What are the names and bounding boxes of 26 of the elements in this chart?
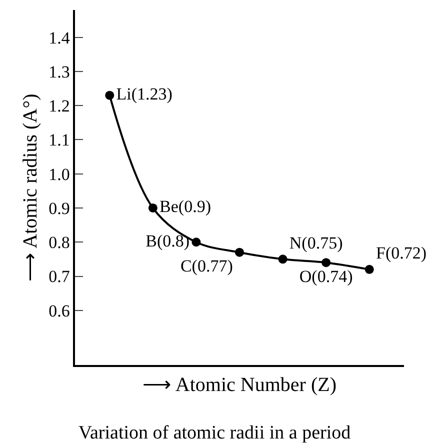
point bbox=[235, 248, 244, 257]
y-tick-label: 0.7 bbox=[48, 267, 70, 286]
point bbox=[148, 203, 158, 212]
y-tick-label: 1.1 bbox=[48, 130, 70, 150]
point bbox=[105, 90, 114, 100]
data-label: C(0.77) bbox=[180, 256, 233, 276]
data-label: Be(0.9) bbox=[160, 197, 212, 216]
y-tick-label: 0.8 bbox=[48, 233, 70, 252]
point bbox=[278, 254, 288, 264]
point bbox=[322, 258, 331, 268]
y-tick-label: 1.0 bbox=[48, 164, 70, 184]
data-label: O(0.74) bbox=[299, 266, 353, 286]
y-tick-label: 0.9 bbox=[48, 198, 70, 218]
x-axis-title: ⟶ Atomic Number (Z) bbox=[142, 374, 336, 396]
text: Variation of atomic radii in a period bbox=[78, 422, 352, 444]
y-tick-label: 1.3 bbox=[48, 62, 70, 82]
data-label: B(0.8) bbox=[146, 231, 190, 250]
y-tick-label: 0.6 bbox=[48, 301, 70, 320]
y-tick-label: 1.2 bbox=[48, 96, 70, 116]
point bbox=[364, 264, 374, 274]
y-tick-label: 1.4 bbox=[48, 28, 70, 48]
data-label: F(0.72) bbox=[376, 244, 427, 263]
data-label: Li(1.23) bbox=[116, 84, 172, 104]
y-axis-title: ⟶ Atomic radius (A°) bbox=[20, 94, 42, 282]
data-label: N(0.75) bbox=[289, 233, 343, 252]
point bbox=[192, 238, 201, 247]
